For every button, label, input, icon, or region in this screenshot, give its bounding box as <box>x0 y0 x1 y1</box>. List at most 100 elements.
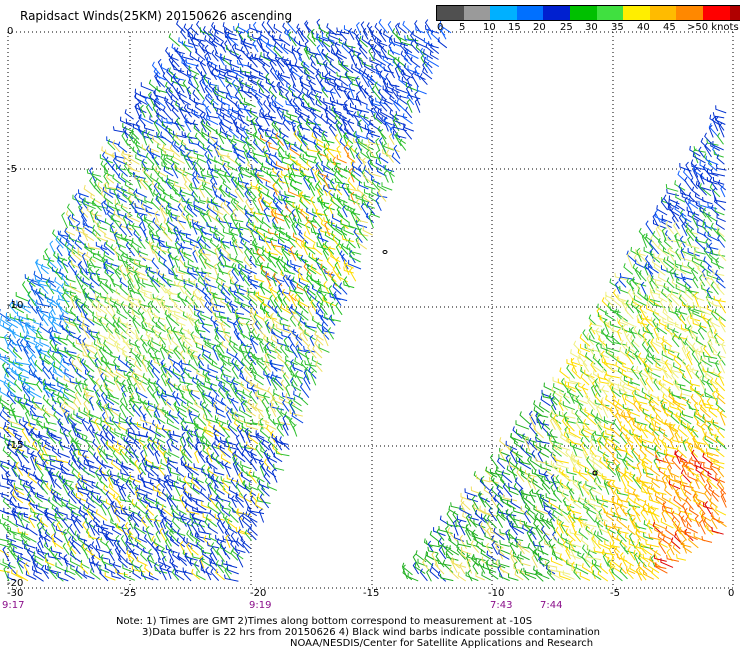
wind-barb <box>677 424 688 438</box>
wind-barb <box>344 40 355 53</box>
wind-barb <box>668 195 680 205</box>
wind-barb <box>252 167 259 184</box>
wind-barb <box>11 407 18 424</box>
wind-barb <box>335 302 343 316</box>
wind-barb <box>634 390 647 400</box>
wind-barb <box>206 203 219 216</box>
wind-barb <box>299 332 310 347</box>
wind-barb <box>326 174 335 185</box>
wind-barb <box>119 318 133 327</box>
wind-barb <box>688 404 700 412</box>
wind-barb <box>375 197 382 212</box>
wind-barb <box>283 337 291 353</box>
wind-barb <box>100 372 108 387</box>
wind-barb <box>348 259 362 270</box>
wind-barb <box>44 379 56 387</box>
wind-barb <box>119 403 127 419</box>
wind-barb <box>151 179 160 190</box>
wind-barb <box>227 71 239 79</box>
wind-barb <box>604 310 616 322</box>
wind-barb <box>234 187 244 203</box>
wind-barb <box>87 504 101 516</box>
wind-barb <box>617 356 627 365</box>
wind-barb <box>310 264 322 276</box>
wind-barb <box>36 299 51 307</box>
wind-barb <box>34 300 43 313</box>
wind-barb <box>82 220 94 229</box>
wind-barb <box>274 230 285 244</box>
wind-barb <box>234 255 246 269</box>
wind-barb <box>242 389 252 399</box>
wind-barb <box>96 455 107 469</box>
wind-barb <box>155 219 166 230</box>
wind-barb <box>340 61 349 73</box>
wind-barb <box>76 222 82 238</box>
wind-barb <box>49 382 64 394</box>
wind-barb <box>80 303 88 320</box>
wind-barb <box>343 105 354 113</box>
wind-barb <box>120 253 127 268</box>
wind-barb <box>670 366 679 379</box>
wind-barb <box>183 283 192 296</box>
wind-barb <box>701 312 712 322</box>
wind-barb <box>165 81 173 93</box>
wind-barb <box>127 309 135 321</box>
wind-barb <box>706 397 713 410</box>
wind-barb <box>690 393 699 406</box>
wind-barb <box>306 264 317 275</box>
wind-barb <box>643 263 649 276</box>
wind-barb <box>201 322 211 333</box>
wind-barb <box>156 109 166 120</box>
wind-barb <box>171 265 179 280</box>
wind-barb <box>95 389 102 406</box>
wind-barb <box>163 166 174 177</box>
wind-barb <box>62 286 77 294</box>
wind-barb <box>31 285 44 296</box>
wind-barb <box>393 99 401 112</box>
wind-barb <box>109 284 121 295</box>
wind-barb <box>220 261 231 268</box>
wind-barb <box>592 361 604 374</box>
wind-barb <box>328 123 337 138</box>
wind-barb <box>60 312 70 329</box>
wind-barb <box>589 372 601 385</box>
wind-barb <box>706 242 719 250</box>
wind-barb <box>49 339 57 353</box>
wind-barb <box>619 273 635 280</box>
wind-barb <box>104 314 116 328</box>
wind-barb <box>138 252 153 262</box>
wind-barb <box>188 138 200 146</box>
wind-barb <box>214 415 227 425</box>
wind-barb <box>160 359 167 374</box>
wind-barb <box>661 350 674 361</box>
wind-barb <box>348 167 355 183</box>
wind-barb <box>312 208 323 216</box>
wind-barb <box>370 175 381 185</box>
wind-barb <box>419 47 426 60</box>
wind-barb <box>614 281 621 294</box>
wind-barb <box>109 416 121 425</box>
wind-barb <box>716 226 725 238</box>
wind-barb <box>290 71 296 87</box>
wind-barb <box>300 81 310 92</box>
wind-barb <box>274 102 289 112</box>
wind-barb <box>188 411 194 425</box>
wind-barb <box>123 371 134 378</box>
wind-barb <box>180 419 187 432</box>
wind-barb <box>295 207 302 223</box>
wind-barb <box>621 383 629 399</box>
wind-barb <box>116 298 128 307</box>
wind-barb <box>52 396 62 404</box>
wind-barb <box>123 162 133 177</box>
wind-barb <box>260 462 271 478</box>
wind-barb <box>24 322 30 335</box>
wind-barb <box>264 348 276 360</box>
wind-barb <box>199 207 211 217</box>
wind-barb <box>231 358 240 372</box>
wind-barb <box>321 130 330 146</box>
wind-barb <box>672 378 680 391</box>
wind-barb <box>328 31 343 42</box>
wind-barb <box>371 100 382 112</box>
wind-barb <box>306 75 316 86</box>
wind-barb <box>114 152 127 160</box>
